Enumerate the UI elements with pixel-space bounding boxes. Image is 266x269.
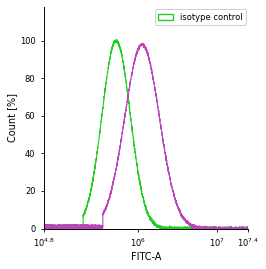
Y-axis label: Count [%]: Count [%] — [7, 93, 17, 142]
X-axis label: FITC-A: FITC-A — [131, 252, 161, 262]
Legend: isotype control: isotype control — [155, 9, 246, 25]
